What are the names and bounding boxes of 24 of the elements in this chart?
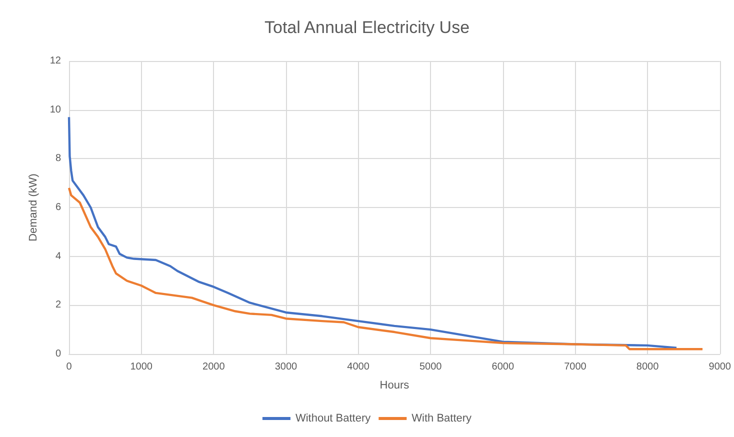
chart-title: Total Annual Electricity Use [264, 18, 470, 37]
y-tick-label: 4 [55, 250, 62, 262]
legend-label: With Battery [412, 412, 472, 424]
line-series [68, 186, 704, 350]
y-tick-label: 2 [55, 300, 62, 311]
x-tick-label: 2000 [202, 362, 226, 372]
line-series [68, 116, 678, 349]
legend-label: Without Battery [295, 412, 372, 424]
x-tick-label: 4000 [347, 362, 370, 372]
x-axis-title: Hours [380, 380, 410, 392]
y-tick-label: 12 [50, 56, 62, 66]
x-tick-label: 8000 [636, 362, 660, 372]
y-axis-title: Demand (kW) [27, 174, 40, 242]
x-tick-label: 3000 [274, 362, 298, 372]
y-tick-label: 6 [55, 202, 62, 213]
y-tick-label: 8 [55, 153, 62, 164]
y-tick-label: 10 [50, 104, 62, 116]
y-tick-label: 0 [55, 348, 62, 360]
x-tick-label: 5000 [419, 362, 442, 372]
x-tick-label: 9000 [708, 362, 732, 372]
x-tick-label: 7000 [564, 362, 587, 372]
x-tick-label: 1000 [130, 362, 153, 372]
x-tick-label: 6000 [492, 362, 514, 372]
x-tick-label: 0 [66, 362, 72, 372]
